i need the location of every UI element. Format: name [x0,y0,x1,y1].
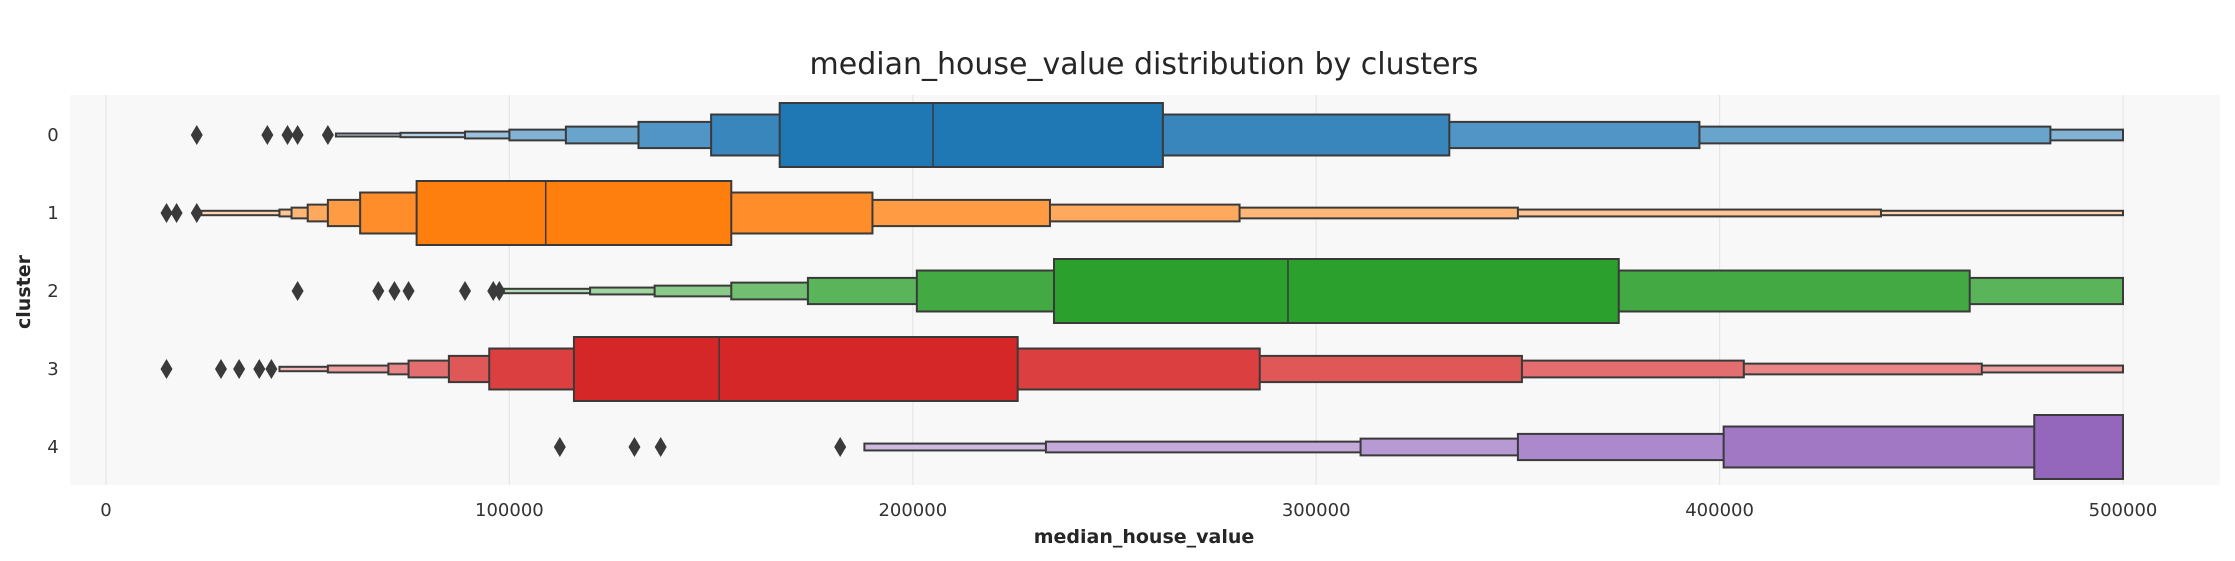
outlier-point [281,125,294,145]
outlier-point [190,125,203,145]
outlier-point [160,203,173,223]
x-axis-label: median_house_value [1034,526,1255,548]
y-tick-label: 1 [47,203,58,224]
x-tick-label: 400000 [1685,500,1754,521]
x-tick-label: 500000 [2089,500,2158,521]
chart-marks [160,102,2125,480]
outlier-point [160,359,173,379]
x-tick-label: 300000 [1282,500,1351,521]
outlier-point [253,359,266,379]
outlier-point [291,125,304,145]
x-tick-labels: 0 100000 200000 300000 400000 500000 [100,500,2157,521]
boxen-box [2033,414,2124,480]
outlier-point [388,281,401,301]
y-axis-label: cluster [13,254,35,329]
cluster-0-boxen [190,102,2124,168]
outlier-point [291,281,304,301]
outlier-point [372,281,385,301]
boxen-box [1052,258,1620,324]
outlier-point [233,359,246,379]
chart-title: median_house_value distribution by clust… [810,47,1479,82]
cluster-1-boxen [160,180,2125,246]
y-tick-label: 0 [47,125,58,146]
cluster-2-boxen [291,258,2125,324]
y-tick-label: 3 [47,359,58,380]
outlier-point [459,281,472,301]
cluster-3-boxen [160,336,2124,402]
x-tick-label: 0 [100,500,111,521]
y-tick-label: 2 [47,281,58,302]
outlier-point [654,437,667,457]
outlier-point [265,359,278,379]
outlier-point [321,125,334,145]
outlier-point [553,437,566,457]
outlier-point [834,437,847,457]
boxen-box [415,180,733,246]
outlier-point [487,281,500,301]
outlier-point [170,203,183,223]
boxen-box [778,102,1164,168]
y-tick-label: 4 [47,437,58,458]
boxen-box [572,336,1019,402]
outlier-point [493,281,506,301]
outlier-point [628,437,641,457]
outlier-point [402,281,415,301]
x-tick-label: 100000 [475,500,544,521]
outlier-point [261,125,274,145]
outlier-point [214,359,227,379]
cluster-4-boxen [553,414,2125,480]
x-tick-label: 200000 [878,500,947,521]
y-tick-labels: 0 1 2 3 4 [47,125,58,458]
outlier-point [190,203,203,223]
